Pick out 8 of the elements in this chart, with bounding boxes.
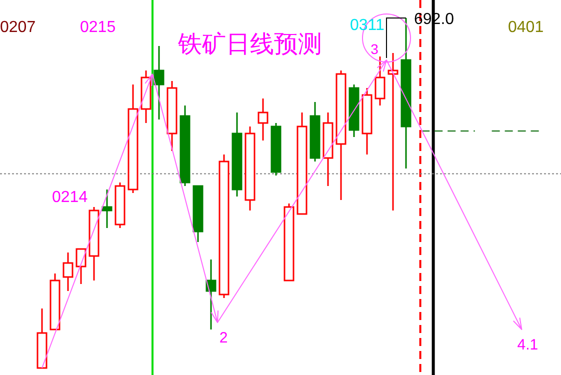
annotation: 4.1 [517, 336, 538, 354]
annotation: 2 [219, 330, 228, 346]
annotation: 0207 [0, 19, 36, 36]
annotation: 0401 [508, 19, 544, 36]
annotation: 0214 [52, 189, 88, 206]
title: 铁矿日线预测 [178, 31, 322, 58]
annotation: 3 [370, 41, 378, 57]
annotation: 0215 [80, 19, 116, 36]
